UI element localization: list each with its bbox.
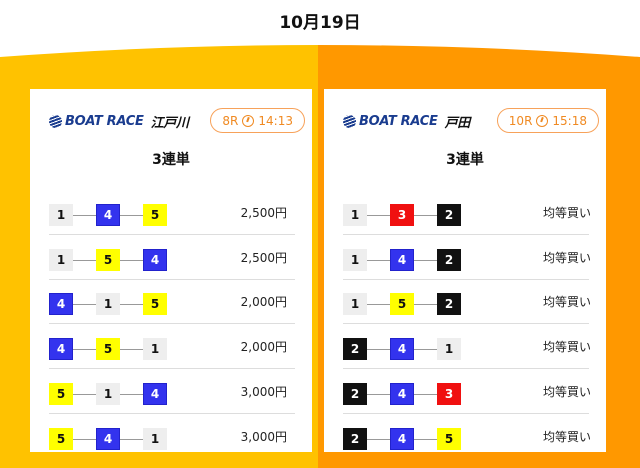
bet-row: 2 4 1 均等買い <box>343 324 591 370</box>
bet-row: 1 5 2 均等買い <box>343 279 591 325</box>
bet-amount: 3,000円 <box>240 429 287 444</box>
boat-number-2: 2 <box>343 338 367 361</box>
header-curve <box>0 0 640 57</box>
bet-amount: 均等買い <box>542 384 591 399</box>
bet-row: 2 4 3 均等買い <box>343 369 591 414</box>
bet-amount: 均等買い <box>542 429 591 444</box>
boat-number-2: 2 <box>437 293 461 316</box>
bet-amount: 均等買い <box>542 206 591 220</box>
globe-icon <box>49 115 62 128</box>
boat-number-1: 1 <box>49 204 73 226</box>
boat-number-4: 4 <box>49 293 73 316</box>
boat-number-5: 5 <box>96 338 120 361</box>
boat-number-4: 4 <box>49 338 73 361</box>
race-time: 15:18 <box>552 113 587 128</box>
boat-number-3: 3 <box>437 382 461 405</box>
boat-number-5: 5 <box>143 293 167 316</box>
bet-amount: 2,000円 <box>240 295 287 310</box>
boat-number-1: 1 <box>143 427 167 450</box>
page-title: 10月19日 <box>279 13 361 33</box>
bet-row: 2 4 5 均等買い <box>343 414 591 459</box>
bet-amount: 均等買い <box>542 340 591 355</box>
bet-row: 4 1 5 2,000円 <box>49 279 295 325</box>
boat-number-3: 3 <box>390 204 414 226</box>
boat-number-4: 4 <box>390 427 414 450</box>
boat-number-5: 5 <box>49 382 73 405</box>
boat-number-5: 5 <box>390 293 414 316</box>
bet-type: 3連単 <box>152 152 190 168</box>
bet-row: 1 3 2 均等買い <box>343 190 591 235</box>
boat-number-4: 4 <box>96 204 120 226</box>
race-time-badge: 8R 14:13 <box>210 108 305 133</box>
venue-name: 戸田 <box>444 116 471 131</box>
boat-number-5: 5 <box>143 204 167 226</box>
bet-amount: 2,500円 <box>240 206 287 220</box>
bet-type: 3連単 <box>446 152 484 168</box>
boat-number-2: 2 <box>343 427 367 450</box>
boat-number-2: 2 <box>437 204 461 226</box>
race-time-badge: 10R 15:18 <box>496 108 599 133</box>
boat-number-1: 1 <box>343 248 367 271</box>
clock-icon <box>536 114 549 127</box>
race-card: BOAT RACE 戸田 10R 15:18 3連単 1 3 2 均等買い 1 4 2 均等買い 1 5… <box>324 89 606 452</box>
boat-number-5: 5 <box>49 427 73 450</box>
globe-icon <box>343 115 356 128</box>
boatrace-logo: BOAT RACE 江戸川 <box>49 112 189 131</box>
race-card: BOAT RACE 江戸川 8R 14:13 3連単 1 4 5 2,500円 1 5 4 2,50… <box>30 89 312 452</box>
boat-number-1: 1 <box>343 204 367 226</box>
boat-number-4: 4 <box>390 248 414 271</box>
boat-number-1: 1 <box>343 293 367 316</box>
race-number: 10R <box>508 113 533 128</box>
combination: 1 4 5 <box>49 204 167 226</box>
boat-number-4: 4 <box>143 248 167 271</box>
boat-number-5: 5 <box>437 427 461 450</box>
logo-text: BOAT RACE <box>359 114 438 129</box>
boat-number-1: 1 <box>96 382 120 405</box>
boat-number-1: 1 <box>437 338 461 361</box>
boat-number-4: 4 <box>390 338 414 361</box>
boat-number-4: 4 <box>390 382 414 405</box>
bet-amount: 3,000円 <box>240 384 287 399</box>
boat-number-2: 2 <box>343 382 367 405</box>
bet-amount: 2,500円 <box>240 250 287 265</box>
race-number: 8R <box>222 113 239 128</box>
bet-row: 1 5 4 2,500円 <box>49 235 295 280</box>
bet-amount: 均等買い <box>542 295 591 310</box>
bet-row: 1 4 5 2,500円 <box>49 190 295 235</box>
bet-amount: 均等買い <box>542 250 591 265</box>
bet-row: 1 4 2 均等買い <box>343 235 591 280</box>
boat-number-1: 1 <box>49 248 73 271</box>
logo-text: BOAT RACE <box>65 114 144 129</box>
boat-number-2: 2 <box>437 248 461 271</box>
boat-number-1: 1 <box>143 338 167 361</box>
boat-number-4: 4 <box>96 427 120 450</box>
bet-row: 5 1 4 3,000円 <box>49 369 295 414</box>
boat-number-4: 4 <box>143 382 167 405</box>
boat-number-1: 1 <box>96 293 120 316</box>
bet-row: 4 5 1 2,000円 <box>49 324 295 370</box>
venue-name: 江戸川 <box>150 116 189 131</box>
race-time: 14:13 <box>258 113 293 128</box>
bet-row: 5 4 1 3,000円 <box>49 414 295 459</box>
boat-number-5: 5 <box>96 248 120 271</box>
boatrace-logo: BOAT RACE 戸田 <box>343 112 470 131</box>
clock-icon <box>242 114 255 127</box>
bet-amount: 2,000円 <box>240 340 287 355</box>
combination: 1 3 2 <box>343 204 461 226</box>
